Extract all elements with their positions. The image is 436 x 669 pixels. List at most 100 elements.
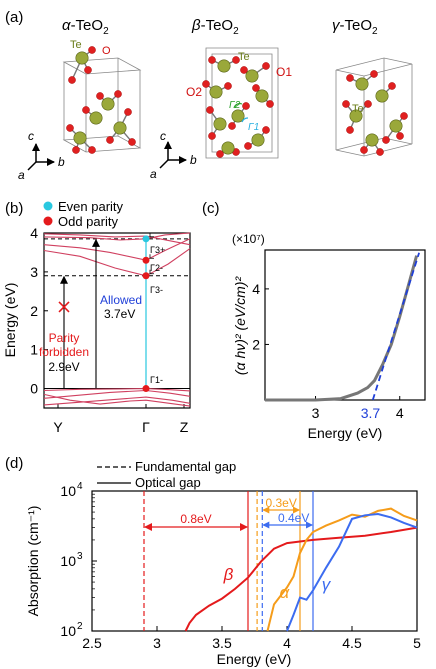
valence-band xyxy=(43,389,191,399)
state-point xyxy=(142,235,150,243)
tellurium-atom xyxy=(213,117,227,131)
panel-c: (c) (×10⁷) 3 4 2 4 3.7 (α hν)² (eV/cm)² Ener… xyxy=(202,200,426,441)
svg-text:c: c xyxy=(160,129,166,143)
xtick-label: 4.5 xyxy=(342,635,362,651)
oxygen-atom xyxy=(202,80,210,88)
oxygen-atom xyxy=(208,56,216,64)
gamma-te-label: Te xyxy=(352,103,364,115)
kpoint-y: Y xyxy=(53,419,63,435)
oxygen-atom xyxy=(114,90,122,98)
oxygen-atom xyxy=(84,66,92,74)
tellurium-atom xyxy=(355,77,369,91)
alpha-title: α-TeO2 xyxy=(62,17,109,37)
oxygen-atom xyxy=(244,142,252,150)
kpoint-z: Z xyxy=(180,419,189,435)
forbidden-label-2: forbidden xyxy=(39,345,89,359)
panel-b-frame xyxy=(43,232,191,409)
svg-text:a: a xyxy=(18,168,25,182)
state-point xyxy=(142,385,150,393)
xtick-label: 3 xyxy=(312,405,320,421)
svg-text:b: b xyxy=(190,153,197,167)
panel-a-label: (a) xyxy=(5,9,23,26)
legend-odd-marker xyxy=(43,216,53,226)
panel-c-ylabel: (α hν)² (eV/cm)² xyxy=(232,276,248,376)
gap-difference-label-alpha: 0.3eV xyxy=(265,496,296,510)
tellurium-atom xyxy=(221,141,235,155)
beta-angle-1-label: Γ1 xyxy=(248,122,259,133)
svg-text:a: a xyxy=(150,167,157,181)
alpha-axes: c a b xyxy=(18,129,65,182)
ytick-label: 10 xyxy=(60,483,76,499)
state-gamma2minus: Γ2- xyxy=(150,263,163,273)
oxygen-atom xyxy=(346,74,354,82)
state-bracket xyxy=(149,232,154,238)
allowed-value: 3.7eV xyxy=(104,307,135,321)
kpoint-gamma: Γ xyxy=(142,419,150,435)
oxygen-atom xyxy=(128,138,136,146)
oxygen-atom xyxy=(388,82,396,90)
panel-d-ylabel: Absorption (cm⁻¹) xyxy=(25,506,41,617)
gap-difference-label-gamma: 0.4eV xyxy=(278,511,309,525)
angle-marker xyxy=(241,117,249,123)
oxygen-atom xyxy=(400,112,408,120)
beta-o2-label: O2 xyxy=(186,85,202,99)
ytick-label: 10 xyxy=(60,623,76,639)
xtick-label: 3.5 xyxy=(212,635,232,651)
conduction-band xyxy=(43,232,191,241)
valence-band xyxy=(43,393,191,407)
state-point xyxy=(142,256,150,264)
ytick-label: 2 xyxy=(252,336,260,352)
linear-fit-line xyxy=(371,252,420,401)
state-gamma3minus: Γ3- xyxy=(150,285,163,295)
ytick-exponent: 2 xyxy=(77,621,83,632)
tellurium-atom xyxy=(245,69,259,83)
absorption-series xyxy=(266,507,418,632)
panel-b-label: (b) xyxy=(5,200,23,217)
state-bracket xyxy=(149,269,154,275)
absorption-series xyxy=(184,526,418,632)
xtick-label: 4 xyxy=(283,635,291,651)
oxygen-atom xyxy=(252,84,260,92)
tellurium-atom xyxy=(217,59,231,73)
series-label: α xyxy=(280,583,291,602)
tellurium-atom xyxy=(101,97,115,111)
svg-text:c: c xyxy=(28,129,34,143)
panel-a: (a) α-TeO2 β-TeO2 γ-TeO2 Te O c a b xyxy=(5,9,413,182)
oxygen-atom xyxy=(206,106,214,114)
band-structure-plot: 0 1 2 3 4 xyxy=(30,225,191,408)
oxygen-atom xyxy=(208,132,216,140)
tellurium-atom xyxy=(365,133,379,147)
ytick-label: 0 xyxy=(30,381,38,397)
oxygen-atom xyxy=(262,126,270,134)
ytick-exponent: 3 xyxy=(77,551,83,562)
beta-crystal-structure xyxy=(205,47,279,159)
panel-c-frame xyxy=(264,249,426,401)
oxygen-atom xyxy=(242,102,250,110)
xtick-label: 3 xyxy=(153,635,161,651)
valence-band xyxy=(43,396,191,406)
oxygen-atom xyxy=(68,76,76,84)
oxygen-atom xyxy=(66,124,74,132)
oxygen-atom xyxy=(224,82,232,90)
panel-c-xlabel: Energy (eV) xyxy=(308,425,383,441)
xtick-label: 5 xyxy=(413,635,421,651)
gap-value-label: 3.7 xyxy=(361,405,381,421)
oxygen-atom xyxy=(232,56,240,64)
tellurium-atom xyxy=(349,109,363,123)
series-label: γ xyxy=(322,575,332,594)
legend-odd-label: Odd parity xyxy=(58,214,118,229)
conduction-band xyxy=(43,248,191,277)
oxygen-atom xyxy=(216,150,224,158)
series-label: β xyxy=(223,565,234,584)
gamma-title: γ-TeO2 xyxy=(332,17,378,37)
beta-angle-2-label: Γ2 xyxy=(229,100,241,111)
oxygen-atom xyxy=(88,46,96,54)
oxygen-atom xyxy=(370,70,378,78)
tellurium-atom xyxy=(255,89,269,103)
tellurium-atom xyxy=(75,51,89,65)
tellurium-atom xyxy=(375,89,389,103)
panel-b-ylabel: Energy (eV) xyxy=(2,283,18,358)
forbidden-value: 2.9eV xyxy=(48,360,79,374)
conduction-band xyxy=(43,233,191,246)
